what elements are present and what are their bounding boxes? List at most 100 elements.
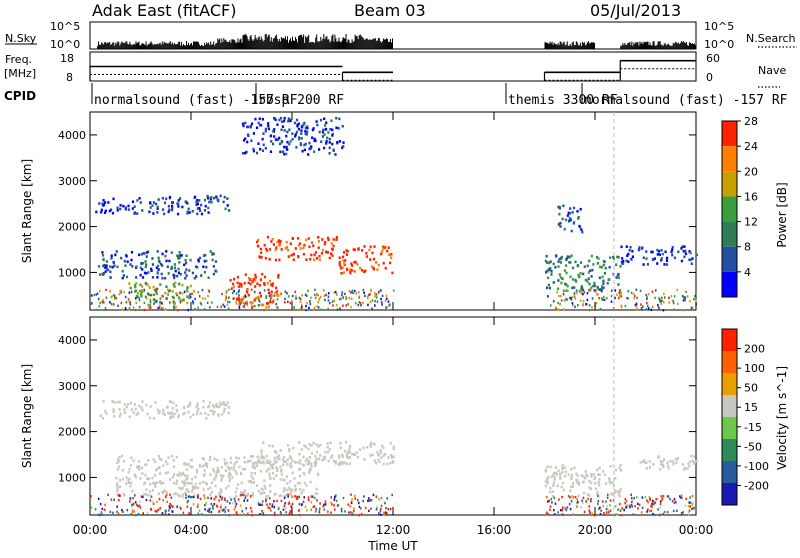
data-cell [200, 212, 204, 216]
data-cell [358, 505, 361, 509]
data-cell [373, 245, 376, 248]
data-cell [340, 507, 343, 511]
data-cell [333, 496, 336, 499]
data-cell [263, 275, 267, 279]
data-cell [682, 296, 685, 299]
power-colorbar-tick-label: 28 [744, 115, 758, 128]
data-cell [161, 264, 164, 267]
data-cell [191, 465, 194, 469]
data-cell [245, 150, 248, 154]
data-cell [315, 443, 318, 446]
data-cell [304, 445, 308, 449]
data-cell [332, 238, 335, 241]
data-cell [279, 478, 282, 481]
data-cell [219, 194, 222, 198]
data-cell [626, 296, 629, 300]
data-cell [153, 302, 155, 305]
data-cell [558, 205, 561, 209]
data-cell [278, 136, 281, 140]
data-cell [204, 253, 207, 257]
data-cell [220, 490, 223, 493]
data-cell [139, 201, 142, 204]
data-cell [324, 503, 327, 506]
data-cell [616, 255, 619, 259]
data-cell [549, 260, 552, 263]
data-cell [282, 456, 286, 459]
data-cell [221, 402, 225, 406]
data-cell [216, 466, 219, 470]
data-cell [175, 479, 179, 483]
data-cell [250, 481, 253, 484]
data-cell [246, 288, 249, 292]
power-panel-frame [89, 111, 697, 311]
data-cell [558, 212, 561, 216]
data-cell [310, 241, 314, 244]
data-cell [363, 291, 365, 294]
data-cell [302, 488, 305, 492]
data-cell [134, 407, 137, 411]
data-cell [156, 211, 159, 214]
data-cell [278, 118, 281, 122]
data-cell [260, 454, 263, 457]
data-cell [223, 403, 226, 407]
data-cell [380, 252, 383, 256]
data-cell [187, 308, 190, 312]
data-cell [284, 502, 286, 505]
data-cell [108, 209, 111, 213]
data-cell [620, 291, 622, 294]
data-cell [578, 275, 581, 279]
data-cell [139, 273, 142, 277]
data-cell [140, 253, 143, 256]
data-cell [273, 135, 276, 138]
data-cell [348, 296, 351, 300]
data-cell [264, 127, 267, 131]
velocity-colorbar-swatch [722, 417, 737, 439]
data-cell [675, 509, 678, 512]
data-cell [269, 463, 272, 467]
data-cell [374, 461, 378, 465]
data-cell [642, 256, 645, 260]
data-cell [685, 497, 688, 501]
data-cell [166, 405, 169, 409]
data-cell [203, 198, 207, 202]
data-cell [102, 301, 105, 304]
data-cell [691, 503, 694, 506]
data-cell [365, 251, 368, 255]
data-cell [130, 250, 134, 254]
data-cell [333, 498, 336, 501]
data-cell [186, 288, 188, 292]
data-cell [277, 454, 280, 457]
data-cell [581, 499, 583, 502]
data-cell [133, 212, 136, 215]
data-cell [665, 259, 669, 263]
data-cell [572, 221, 576, 224]
data-cell [117, 458, 120, 461]
data-cell [319, 443, 322, 447]
data-cell [110, 295, 113, 299]
data-cell [158, 472, 162, 475]
data-cell [152, 201, 156, 204]
data-cell [302, 463, 305, 467]
data-cell [681, 294, 684, 298]
data-cell [605, 482, 608, 485]
data-cell [171, 207, 174, 210]
data-cell [281, 150, 285, 154]
data-cell [570, 298, 573, 301]
data-cell [265, 454, 268, 458]
data-cell [255, 151, 259, 155]
data-cell [684, 504, 687, 507]
data-cell [652, 512, 654, 516]
data-cell [138, 404, 141, 408]
data-cell [202, 474, 206, 477]
data-cell [557, 511, 559, 514]
data-cell [294, 247, 297, 250]
velocity-data [90, 317, 698, 517]
data-cell [347, 456, 350, 459]
data-cell [183, 299, 186, 302]
data-cell [229, 456, 233, 460]
data-cell [555, 306, 557, 309]
data-cell [273, 456, 276, 460]
data-cell [336, 293, 338, 296]
data-cell [580, 474, 583, 477]
data-cell [220, 503, 223, 507]
